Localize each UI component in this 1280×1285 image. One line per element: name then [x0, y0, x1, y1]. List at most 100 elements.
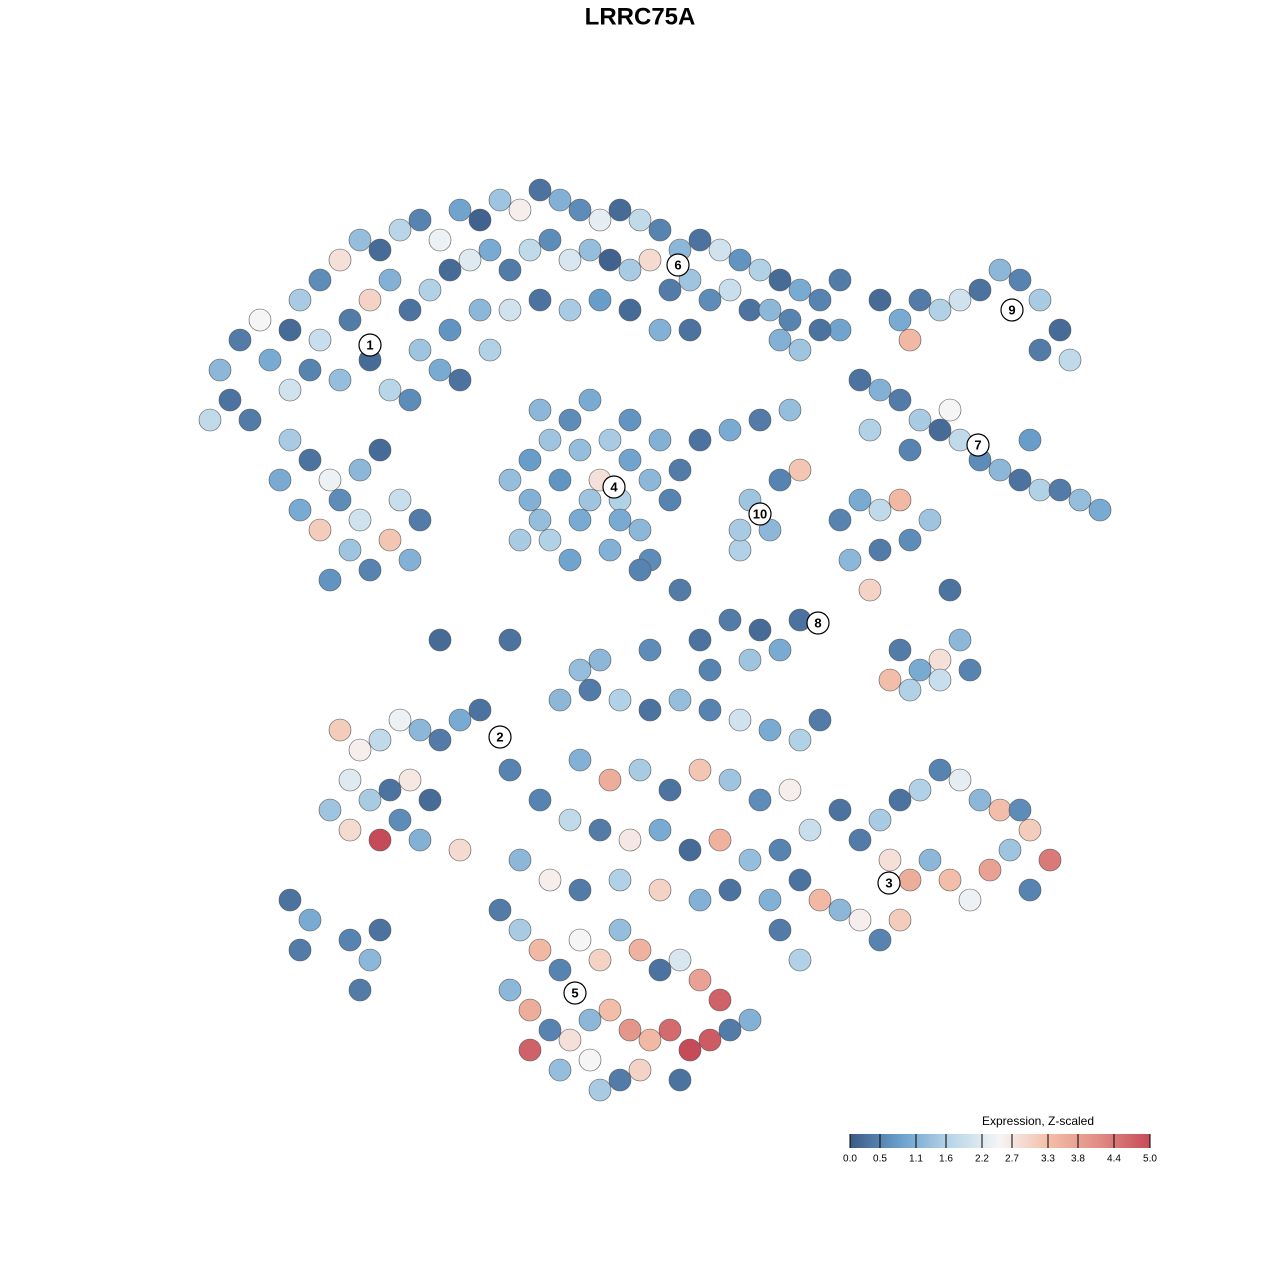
point — [378, 528, 402, 552]
point — [518, 448, 542, 472]
point — [258, 348, 282, 372]
point — [788, 948, 812, 972]
point — [728, 518, 752, 542]
cluster-label: 10 — [753, 506, 767, 521]
point — [498, 258, 522, 282]
point — [588, 1078, 612, 1102]
point — [1018, 428, 1042, 452]
point — [688, 888, 712, 912]
point — [688, 228, 712, 252]
point — [348, 228, 372, 252]
point — [578, 1008, 602, 1032]
point — [488, 898, 512, 922]
point — [358, 288, 382, 312]
point — [808, 288, 832, 312]
point — [718, 768, 742, 792]
point — [568, 438, 592, 462]
point — [888, 908, 912, 932]
point — [718, 1018, 742, 1042]
point — [988, 258, 1012, 282]
point — [778, 398, 802, 422]
point — [768, 838, 792, 862]
point — [588, 208, 612, 232]
point — [438, 258, 462, 282]
point — [528, 288, 552, 312]
point — [418, 788, 442, 812]
point — [588, 948, 612, 972]
point — [488, 188, 512, 212]
point — [318, 798, 342, 822]
point — [998, 838, 1022, 862]
point — [678, 318, 702, 342]
point — [328, 368, 352, 392]
point — [598, 998, 622, 1022]
point — [1048, 478, 1072, 502]
points — [198, 178, 1112, 1102]
point — [888, 488, 912, 512]
point — [278, 378, 302, 402]
cluster-label-marker — [877, 871, 901, 895]
point — [408, 828, 432, 852]
point — [828, 318, 852, 342]
point — [648, 878, 672, 902]
point — [628, 518, 652, 542]
point — [658, 488, 682, 512]
point — [428, 358, 452, 382]
point — [1028, 288, 1052, 312]
point — [688, 968, 712, 992]
point — [288, 288, 312, 312]
point — [588, 648, 612, 672]
point — [698, 698, 722, 722]
point — [638, 698, 662, 722]
point — [478, 338, 502, 362]
point — [308, 328, 332, 352]
cluster-label: 6 — [674, 257, 681, 272]
point — [858, 578, 882, 602]
colorbar-tick-label: 1.1 — [909, 1154, 923, 1165]
point — [788, 728, 812, 752]
point — [838, 548, 862, 572]
point — [558, 248, 582, 272]
point — [368, 728, 392, 752]
point — [828, 798, 852, 822]
point — [918, 848, 942, 872]
colorbar-tick-label: 3.8 — [1071, 1154, 1085, 1165]
cluster-label-marker — [666, 253, 690, 277]
point — [308, 268, 332, 292]
point — [608, 918, 632, 942]
point — [538, 528, 562, 552]
point — [868, 808, 892, 832]
point — [948, 768, 972, 792]
point — [768, 918, 792, 942]
point — [568, 658, 592, 682]
point — [398, 548, 422, 572]
point — [398, 768, 422, 792]
point — [738, 298, 762, 322]
point — [378, 268, 402, 292]
point — [598, 428, 622, 452]
point — [618, 258, 642, 282]
point — [668, 688, 692, 712]
point — [968, 278, 992, 302]
point — [1008, 268, 1032, 292]
point — [568, 748, 592, 772]
cluster-label: 8 — [814, 615, 821, 630]
point — [308, 518, 332, 542]
point — [728, 538, 752, 562]
point — [638, 248, 662, 272]
point — [828, 268, 852, 292]
point — [698, 288, 722, 312]
point — [498, 468, 522, 492]
colorbar-tick-label: 2.7 — [1005, 1154, 1019, 1165]
point — [538, 868, 562, 892]
point — [1018, 878, 1042, 902]
point — [638, 638, 662, 662]
point — [788, 868, 812, 892]
point — [648, 818, 672, 842]
cluster-label: 5 — [571, 985, 578, 1000]
point — [328, 488, 352, 512]
point — [398, 388, 422, 412]
point — [728, 248, 752, 272]
point — [848, 488, 872, 512]
